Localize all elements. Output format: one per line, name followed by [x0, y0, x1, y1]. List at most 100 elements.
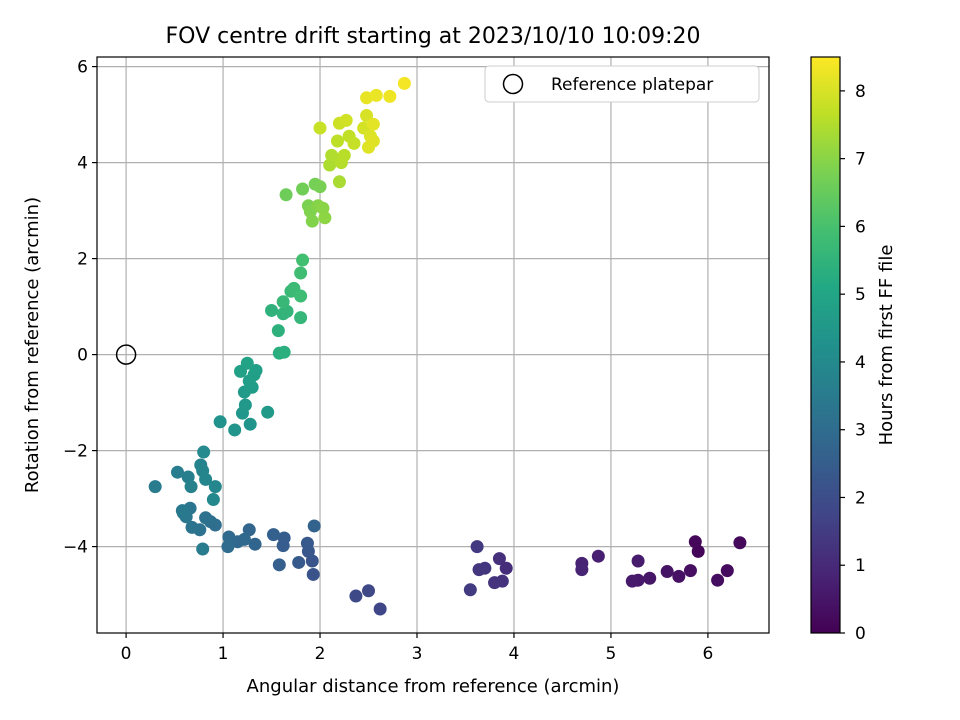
data-point: [265, 303, 279, 317]
data-point: [360, 91, 374, 105]
x-tick-label: 2: [315, 644, 326, 664]
data-point: [306, 567, 320, 581]
data-point: [347, 136, 361, 150]
data-point: [277, 345, 291, 359]
data-point: [271, 324, 285, 338]
y-tick-label: 6: [77, 58, 88, 78]
colorbar-tick-label: 5: [855, 285, 866, 305]
data-point: [213, 415, 227, 429]
data-point: [238, 398, 252, 412]
y-tick-label: 4: [77, 154, 88, 174]
data-point: [733, 536, 747, 550]
colorbar-tick-label: 6: [855, 217, 866, 237]
colorbar-ticks: 0 1 2 3 4 5 6 7 8: [840, 82, 866, 644]
data-point: [499, 561, 513, 575]
x-axis-label: Angular distance from reference (arcmin): [247, 676, 620, 697]
data-point: [261, 405, 275, 419]
data-point: [373, 602, 387, 616]
data-point: [366, 117, 380, 131]
legend-box: [484, 65, 760, 103]
data-point: [313, 180, 327, 194]
data-point: [383, 89, 397, 103]
data-point: [625, 574, 639, 588]
data-point: [472, 563, 486, 577]
data-point: [228, 423, 242, 437]
data-point: [313, 121, 327, 135]
data-point: [175, 504, 189, 518]
data-point: [222, 530, 236, 544]
data-point: [196, 542, 210, 556]
colorbar-tick-label: 3: [855, 421, 866, 441]
data-point: [208, 480, 222, 494]
legend-label: Reference platepar: [551, 75, 713, 95]
data-point: [305, 214, 319, 228]
colorbar-label: Hours from first FF file: [876, 245, 897, 446]
data-point: [720, 564, 734, 578]
y-axis-label: Rotation from reference (arcmin): [22, 197, 43, 493]
data-point: [199, 511, 213, 525]
data-point: [294, 311, 308, 325]
x-axis: 0 1 2 3 4 5 6: [121, 633, 713, 664]
y-axis: −4 −2 0 2 4 6: [63, 58, 97, 558]
data-point: [242, 523, 256, 537]
data-point: [240, 356, 254, 370]
data-point: [349, 589, 363, 603]
data-point: [337, 148, 351, 162]
data-point: [221, 540, 235, 554]
y-tick-label: 2: [77, 250, 88, 270]
data-point: [243, 417, 257, 431]
x-tick-label: 3: [412, 644, 423, 664]
data-point: [272, 558, 286, 572]
reference-platepar-marker: [115, 344, 137, 365]
x-tick-label: 0: [121, 644, 132, 664]
legend: Reference platepar: [484, 65, 760, 103]
colorbar-tick-label: 1: [855, 556, 866, 576]
data-point: [488, 576, 502, 590]
colorbar-tick-label: 8: [855, 82, 866, 102]
data-point: [294, 289, 308, 303]
data-point: [366, 134, 380, 148]
data-point: [339, 113, 353, 127]
data-point: [266, 528, 280, 542]
colorbar: 0 1 2 3 4 5 6 7 8 Hours from first FF file: [810, 56, 897, 644]
data-point: [296, 182, 310, 196]
x-tick-label: 1: [218, 644, 229, 664]
data-point: [199, 472, 213, 486]
data-point: [362, 584, 376, 598]
data-point: [148, 480, 162, 494]
data-point: [248, 537, 262, 551]
data-point: [643, 571, 657, 585]
data-point: [325, 148, 339, 162]
chart-title: FOV centre drift starting at 2023/10/10 …: [166, 24, 701, 49]
y-tick-label: −4: [63, 538, 88, 558]
colorbar-tick-label: 2: [855, 488, 866, 508]
data-point: [292, 555, 306, 569]
colorbar-tick-label: 4: [855, 353, 866, 373]
data-point: [206, 493, 220, 507]
data-points: [148, 76, 747, 616]
data-point: [575, 563, 589, 577]
data-point: [672, 569, 686, 583]
x-tick-label: 5: [606, 644, 617, 664]
y-tick-label: 0: [77, 346, 88, 366]
data-point: [683, 564, 697, 578]
data-point: [276, 539, 290, 553]
data-point: [296, 253, 310, 267]
data-point: [276, 295, 290, 309]
data-point: [185, 520, 199, 534]
data-point: [332, 175, 346, 189]
legend-marker: [502, 73, 524, 95]
data-point: [170, 465, 184, 479]
data-point: [294, 266, 308, 280]
data-point: [631, 554, 645, 568]
data-point: [300, 536, 314, 550]
data-point: [711, 573, 725, 587]
data-point: [249, 363, 263, 377]
data-point: [470, 540, 484, 554]
colorbar-tick-label: 0: [855, 624, 866, 644]
colorbar-tick-label: 7: [855, 150, 866, 170]
data-point: [660, 565, 674, 579]
data-point: [369, 88, 383, 102]
data-point: [318, 211, 332, 225]
